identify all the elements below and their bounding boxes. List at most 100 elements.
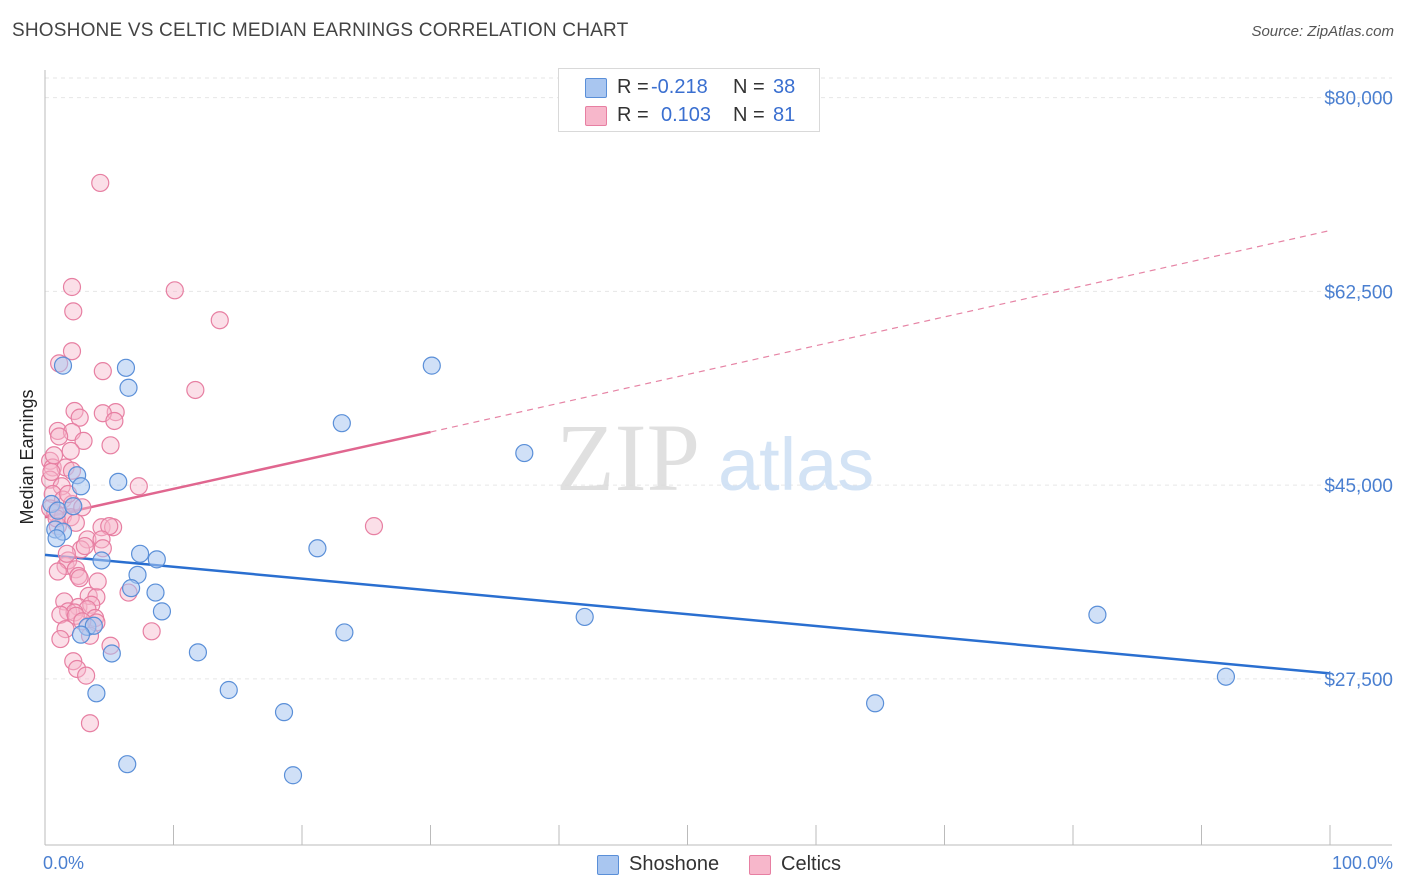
celtics-point [42,462,61,481]
celtics-point [62,277,82,297]
shoshone-point [274,703,294,722]
watermark-atlas: atlas [718,423,874,506]
shoshone-point [515,443,534,463]
shoshone-point [146,583,165,602]
legend-r-label: R = [617,76,649,98]
shoshone-point [283,766,303,785]
celtics-point [80,714,100,733]
correlation-legend: R = -0.218 N = 38 R = 0.103 N = 81 [558,68,820,132]
celtics-point [91,173,110,193]
celtics-point [77,666,96,685]
shoshone-point [152,602,172,621]
shoshone-trend-line [44,553,1331,675]
legend-r-label: R = [617,104,649,126]
shoshone-point [335,623,354,642]
shoshone-point [48,501,67,520]
source-label: Source: ZipAtlas.com [1251,23,1394,40]
celtics-point [88,572,107,591]
celtics-swatch [749,855,771,875]
trend-lines [44,229,1331,675]
shoshone-point [188,643,208,662]
shoshone-point [1088,605,1107,624]
shoshone-point [116,358,136,377]
bottom-legend-label: Celtics [781,853,842,875]
legend-r-value: -0.218 [651,76,708,98]
watermark: ZIP atlas [556,404,874,511]
shoshone-point [308,539,327,558]
shoshone-point [92,551,111,570]
y-tick-label: $27,500 [1324,670,1393,691]
legend-n-label: N = [733,76,765,98]
shoshone-point [71,625,91,644]
celtics-point [51,605,70,624]
celtics-point [48,562,67,581]
shoshone-point [102,644,121,663]
celtics-point [364,517,384,536]
shoshone-point [1216,667,1236,686]
y-tick-label: $62,500 [1324,282,1393,303]
celtics-swatch [585,106,607,126]
legend-n-value: 38 [773,76,796,98]
celtics-point [93,362,112,381]
celtics-point [41,470,60,489]
y-axis-label: Median Earnings [17,389,37,524]
shoshone-point [84,616,103,635]
shoshone-point [866,694,885,713]
celtics-point [105,411,124,431]
shoshone-swatch [585,78,607,98]
shoshone-point [53,356,73,375]
celtics-trend-line-dashed [430,229,1331,433]
shoshone-point [121,579,141,598]
shoshone-point [71,477,91,496]
grid-lines [45,77,1392,680]
shoshone-point [119,378,138,397]
celtics-point [51,629,70,649]
legend-row-shoshone: R = -0.218 N = 38 [559,73,819,101]
shoshone-point [332,414,351,433]
y-tick-label: $45,000 [1324,476,1393,497]
celtics-point [44,446,64,465]
celtics-point [165,281,184,300]
shoshone-point [219,680,238,700]
celtics-point [186,380,205,400]
celtics-point [68,659,87,679]
celtics-point [50,427,69,446]
shoshone-point [130,544,150,563]
x-tick-labels: 0.0% 100.0% [43,853,1393,873]
chart-title: SHOSHONE VS CELTIC MEDIAN EARNINGS CORRE… [12,20,629,41]
bottom-legend-label: Shoshone [629,853,720,875]
celtics-point [64,302,83,321]
legend-row-celtics: R = 0.103 N = 81 [559,101,819,129]
celtics-point [70,408,89,427]
celtics-point [101,436,120,455]
shoshone-point [64,497,83,516]
celtics-point [129,477,148,496]
shoshone-point [147,550,166,569]
celtics-point [62,342,82,361]
shoshone-points [42,356,1236,785]
celtics-point [70,569,89,588]
shoshone-point [575,607,594,627]
celtics-point [57,544,76,563]
shoshone-point [47,529,66,548]
legend-n-value: 81 [773,104,796,126]
celtics-trend-line-solid [44,430,431,519]
shoshone-point [118,755,137,774]
watermark-zip: ZIP [556,404,700,511]
x-tick-label-max: 100.0% [1332,853,1393,873]
legend-r-value: 0.103 [661,104,712,126]
shoshone-point [109,472,128,491]
shoshone-swatch [597,855,619,875]
celtics-point [75,536,94,556]
x-tick-label-min: 0.0% [43,853,84,873]
legend-n-label: N = [733,104,765,126]
shoshone-point [87,684,106,703]
shoshone-point [422,356,441,375]
y-tick-label: $80,000 [1324,89,1393,110]
celtics-point [142,622,161,641]
axes [44,70,1392,846]
celtics-point [61,441,80,460]
y-tick-labels: $27,500 $45,000 $62,500 $80,000 [1324,89,1393,691]
celtics-point [74,431,93,450]
